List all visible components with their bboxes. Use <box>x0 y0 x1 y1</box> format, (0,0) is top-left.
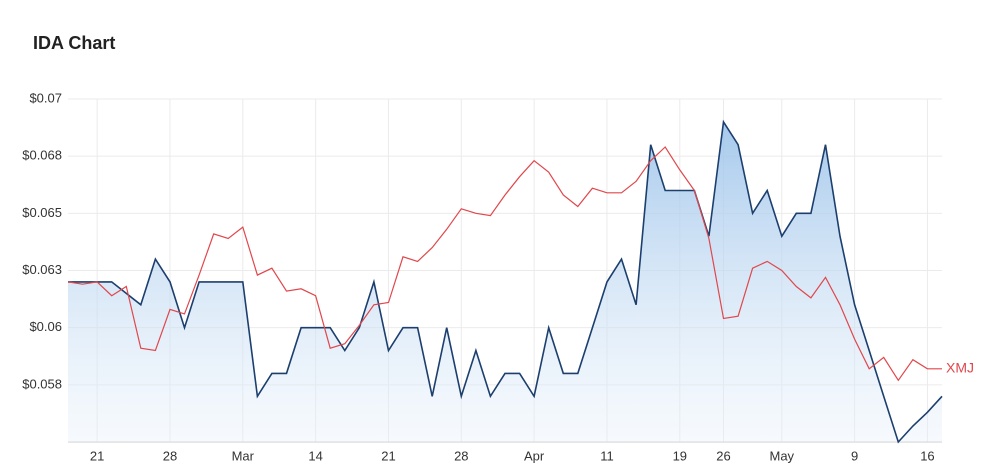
x-tick-label: 16 <box>920 448 934 463</box>
y-tick-label: $0.06 <box>29 319 62 334</box>
chart-title: IDA Chart <box>33 33 115 53</box>
series-label: XMJ <box>946 360 974 376</box>
x-tick-label: 14 <box>308 448 322 463</box>
y-tick-label: $0.058 <box>22 376 62 391</box>
x-tick-label: 21 <box>90 448 104 463</box>
x-tick-label: May <box>769 448 794 463</box>
x-tick-label: Mar <box>232 448 255 463</box>
x-tick-label: 21 <box>381 448 395 463</box>
x-tick-label: 28 <box>454 448 468 463</box>
line <box>68 119 943 444</box>
area <box>68 121 942 443</box>
x-tick-label: 26 <box>716 448 730 463</box>
x-tick-label: Apr <box>524 448 545 463</box>
y-tick-label: $0.063 <box>22 262 62 277</box>
y-tick-label: $0.065 <box>22 205 62 220</box>
x-tick-label: 19 <box>673 448 687 463</box>
x-tick-label: 28 <box>163 448 177 463</box>
line <box>67 146 942 382</box>
y-tick-label: $0.068 <box>22 148 62 163</box>
y-tick-label: $0.07 <box>29 90 62 105</box>
x-tick-label: 9 <box>851 448 858 463</box>
x-tick-label: 11 <box>600 448 614 463</box>
